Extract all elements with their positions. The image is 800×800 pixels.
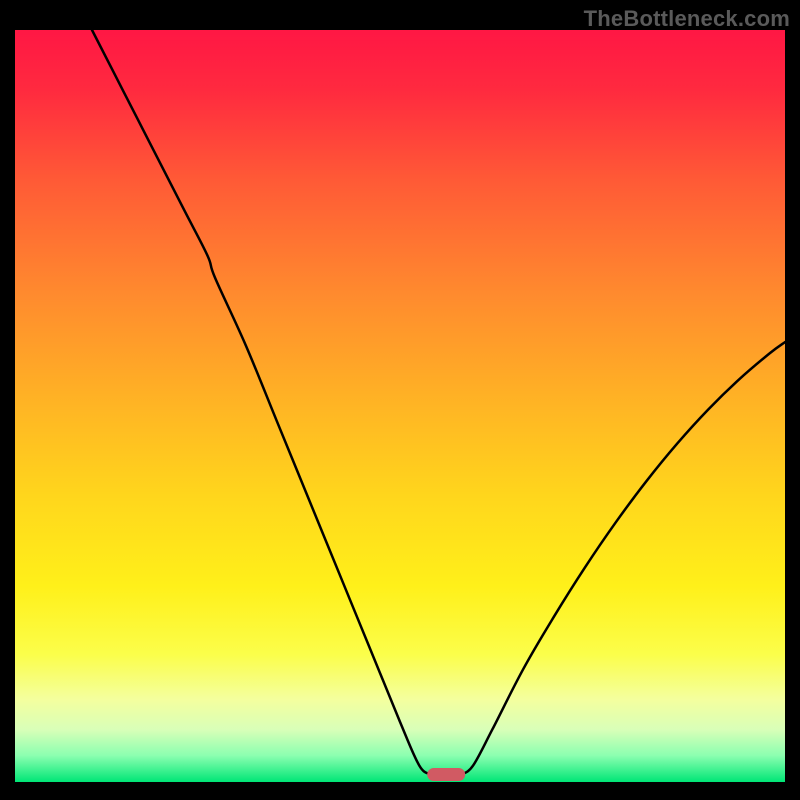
bottleneck-chart (0, 0, 800, 800)
chart-container: { "watermark": { "text": "TheBottleneck.… (0, 0, 800, 800)
minimum-marker (428, 768, 465, 780)
watermark-text: TheBottleneck.com (584, 6, 790, 32)
plot-background (15, 30, 785, 782)
